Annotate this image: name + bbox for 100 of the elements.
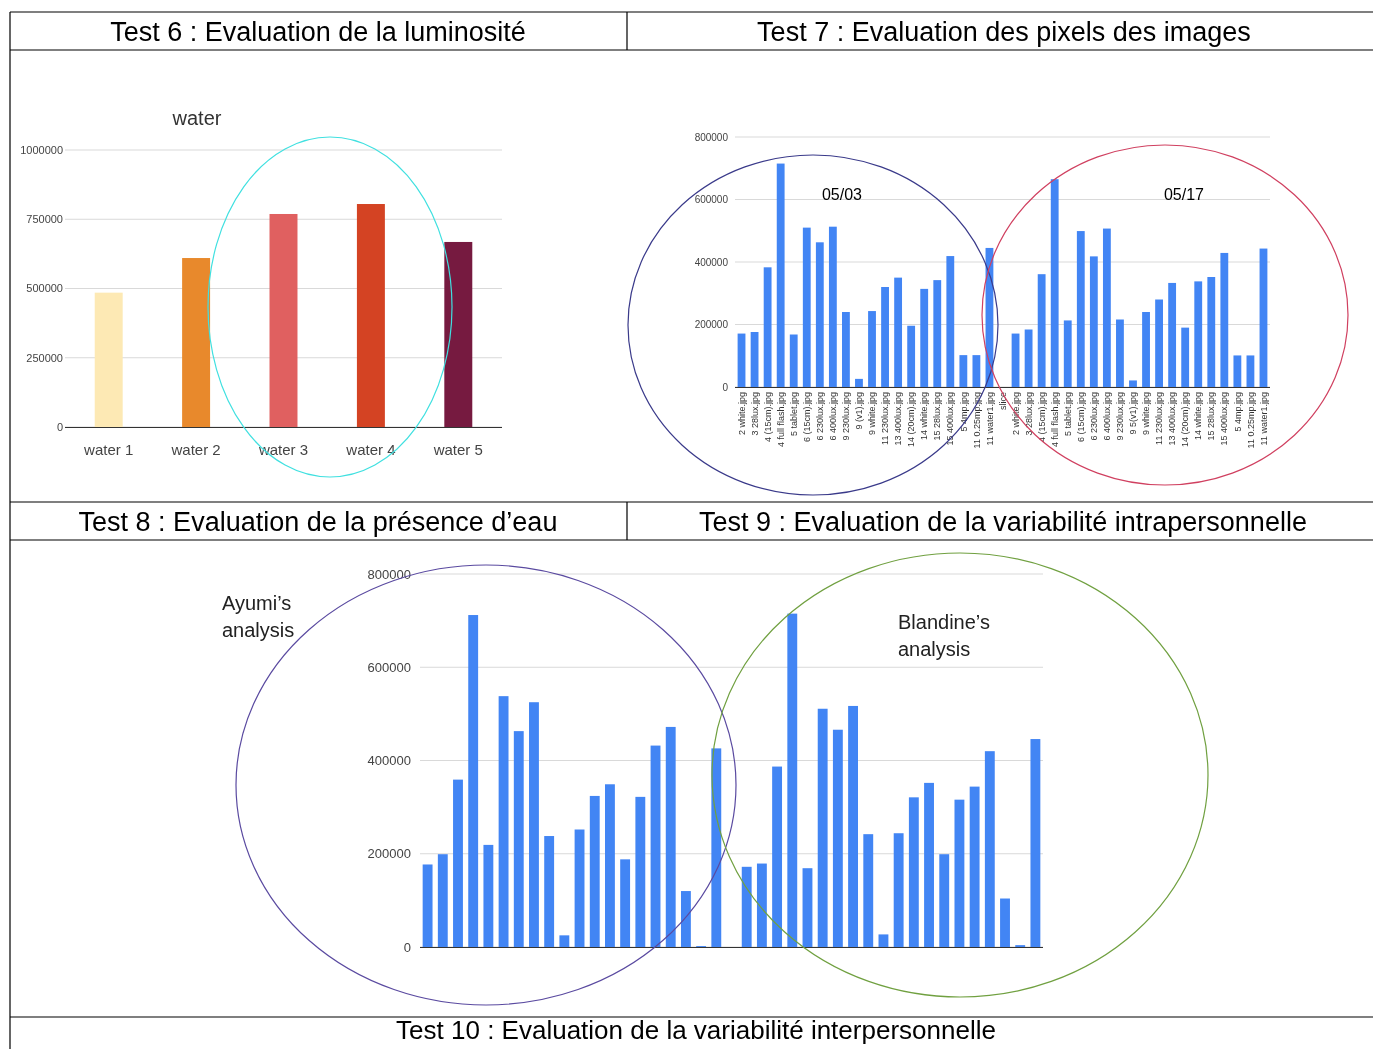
bar — [848, 705, 858, 947]
bar — [1155, 299, 1163, 387]
bar — [787, 613, 798, 947]
y-tick-label: 600000 — [367, 659, 411, 675]
bar — [498, 696, 509, 947]
y-tick-label: 1000000 — [20, 143, 63, 156]
bar — [1194, 281, 1203, 387]
bar — [356, 204, 385, 427]
y-tick-label: 750000 — [26, 213, 63, 226]
bar — [763, 267, 772, 387]
x-tick-label: 11 230lux.jpg — [1154, 392, 1165, 445]
bar — [94, 292, 123, 427]
y-tick-label: 400000 — [694, 256, 729, 268]
bar — [605, 784, 615, 947]
bar — [907, 325, 916, 387]
x-tick-label: 5 tablet.jpg — [1062, 392, 1073, 437]
bar — [969, 786, 980, 947]
bar — [1142, 312, 1150, 387]
bar — [815, 242, 824, 387]
x-tick-label: 6 230lux.jpg — [814, 392, 825, 441]
bar — [855, 378, 863, 387]
y-tick-label: 0 — [56, 420, 63, 433]
y-tick-label: 600000 — [694, 194, 729, 205]
x-tick-label: 9 230lux.jpg — [841, 392, 852, 441]
x-tick-label: 9 (v1).jpg — [854, 392, 865, 430]
text: Test 9 : Evaluation de la variabilité intrapersonnelle — [699, 507, 1307, 537]
bar — [756, 863, 767, 947]
y-tick-label: 250000 — [26, 351, 63, 364]
x-tick-label: 2 white.jpg — [1010, 392, 1021, 436]
bar — [513, 731, 524, 947]
bar — [959, 355, 968, 387]
x-tick-label: 6 400lux.jpg — [828, 392, 839, 441]
x-tick-label: 9 white.jpg — [1141, 392, 1152, 436]
x-tick-label: 15 400lux.jpg — [1219, 392, 1230, 446]
x-tick-label: 6 (15cm).jpg — [1075, 392, 1086, 443]
bar — [878, 934, 889, 947]
bar — [665, 726, 676, 947]
text: Test 8 : Evaluation de la présence d’eau — [78, 507, 558, 537]
bar — [894, 277, 903, 387]
x-tick-label: 9 5(v1).jpg — [1128, 392, 1139, 435]
bar — [1000, 898, 1010, 947]
y-tick-label: 500000 — [26, 282, 63, 295]
x-tick-label: 14 (20cm).jpg — [1180, 392, 1191, 448]
y-tick-label: 800000 — [367, 566, 411, 582]
bar — [1030, 739, 1041, 947]
x-tick-label: 5 4mp.jpg — [958, 392, 969, 432]
bar — [1233, 355, 1242, 387]
bar — [1207, 277, 1216, 387]
bar — [453, 779, 463, 947]
bar — [908, 797, 919, 947]
bar — [468, 615, 479, 947]
chart-title: water — [171, 107, 222, 129]
bar — [1246, 355, 1255, 387]
bar — [269, 213, 298, 427]
x-tick-label: 6 230lux.jpg — [1088, 392, 1099, 441]
bar — [1181, 327, 1190, 387]
bar — [776, 163, 785, 387]
y-tick-label: 0 — [722, 381, 729, 393]
x-tick-label: 4 full flash.jpg — [775, 392, 786, 448]
bar — [559, 935, 570, 947]
y-tick-label: 200000 — [367, 846, 411, 862]
x-tick-label: 11 0.25mp.jpg — [971, 392, 982, 449]
bar — [828, 226, 837, 387]
y-tick-label: 0 — [403, 939, 411, 955]
bar — [620, 859, 631, 947]
x-tick-label: 9 white.jpg — [867, 392, 878, 436]
x-tick-label: 3 28lux.jpg — [749, 392, 760, 436]
bar — [437, 854, 448, 947]
bar — [954, 799, 965, 947]
x-tick-label: water 2 — [170, 441, 221, 458]
x-tick-label: water 4 — [345, 441, 396, 458]
bar — [817, 708, 828, 947]
bar — [544, 836, 555, 947]
bar — [924, 782, 934, 947]
bar — [1116, 319, 1124, 387]
x-tick-label: 2 white.jpg — [736, 392, 747, 436]
bar — [1089, 256, 1098, 387]
bar — [863, 834, 874, 947]
bar — [680, 891, 691, 947]
bar — [589, 795, 600, 947]
x-tick-label: 14 white.jpg — [1193, 392, 1204, 441]
y-tick-label: 800000 — [694, 131, 729, 143]
bar — [984, 751, 995, 947]
bar — [1102, 228, 1111, 387]
bar — [832, 729, 843, 947]
bar — [1063, 320, 1072, 387]
x-tick-label: 15 28lux.jpg — [932, 392, 943, 441]
text: Test 6 : Evaluation de la luminosité — [110, 17, 526, 47]
x-tick-label: water 5 — [432, 441, 483, 458]
bar — [972, 355, 981, 387]
bar — [574, 829, 585, 947]
bar — [789, 334, 798, 387]
annotation: 05/03 — [821, 186, 863, 203]
bar — [1168, 282, 1177, 387]
annotation: Blandine’s analysis — [898, 611, 990, 660]
bar — [1050, 179, 1059, 387]
bar — [920, 288, 929, 387]
x-tick-label: 11 water1.jpg — [984, 392, 995, 446]
bar — [635, 796, 646, 947]
x-tick-label: slice — [997, 392, 1008, 411]
